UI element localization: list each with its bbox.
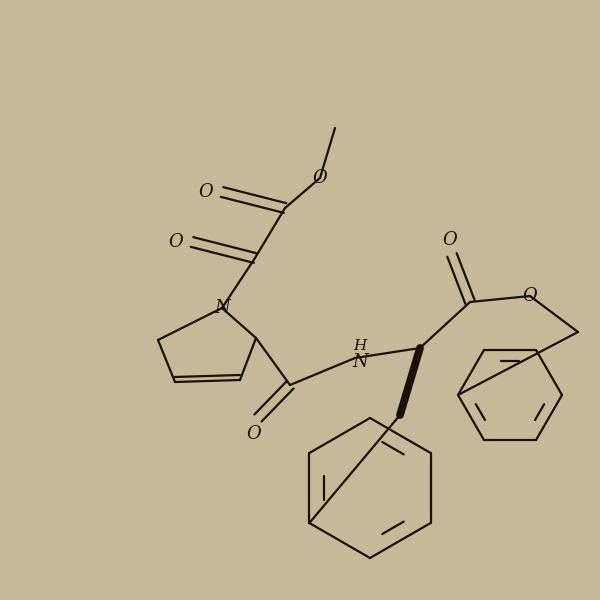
Text: N: N [352, 353, 368, 371]
Text: H: H [353, 339, 367, 353]
Text: O: O [199, 183, 214, 201]
Text: O: O [523, 287, 538, 305]
Text: O: O [443, 231, 457, 249]
Text: O: O [313, 169, 328, 187]
Text: N: N [214, 299, 230, 317]
Text: O: O [247, 425, 262, 443]
Text: O: O [169, 233, 184, 251]
